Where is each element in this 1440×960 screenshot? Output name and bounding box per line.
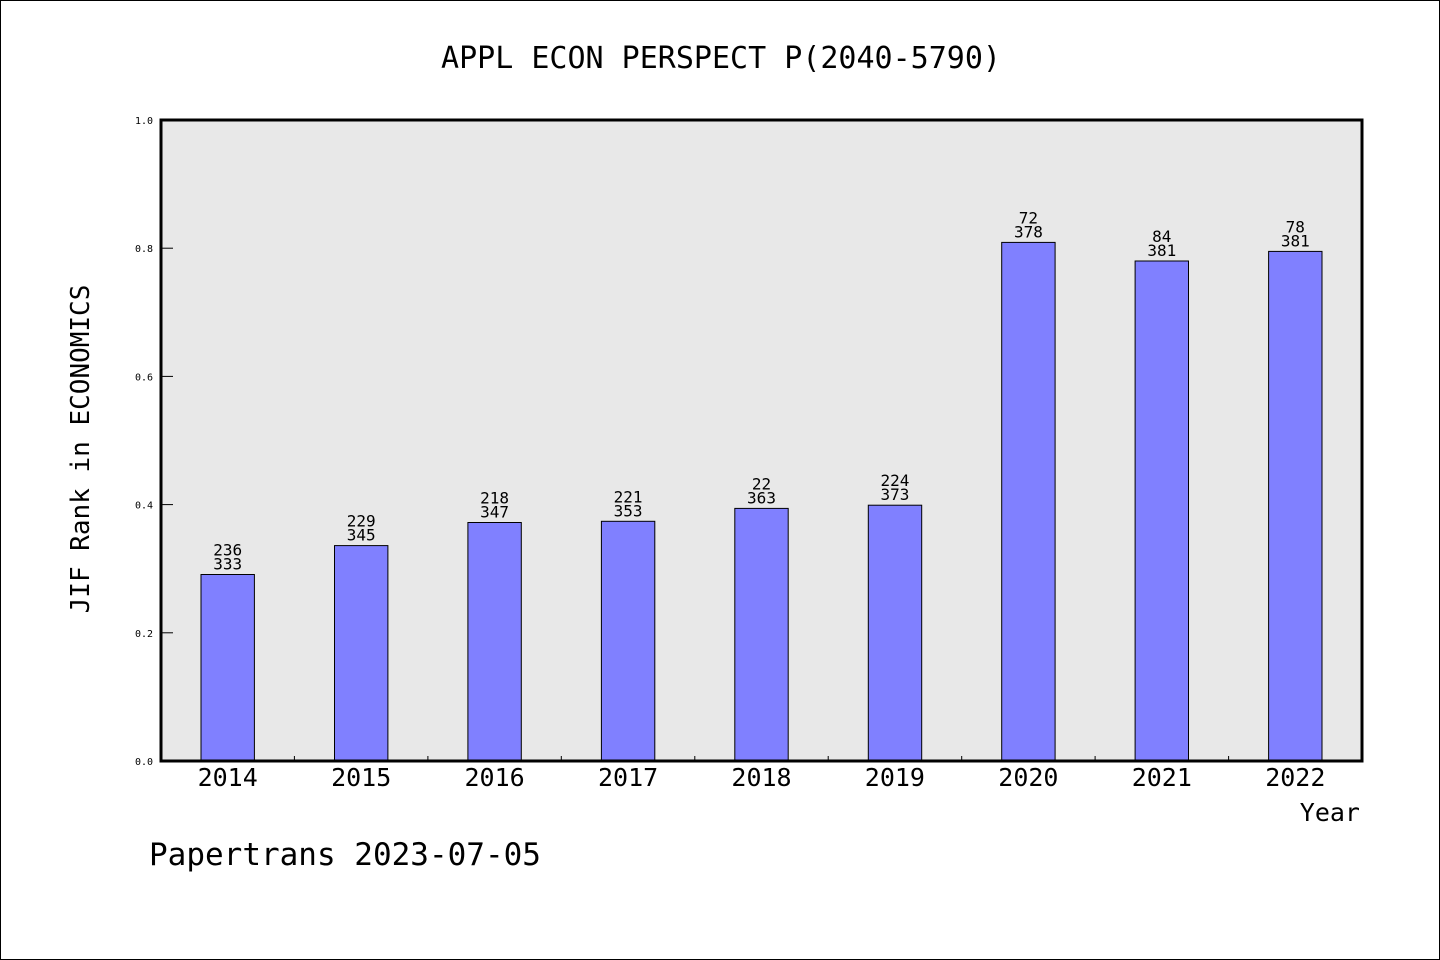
bar-label-total: 347 bbox=[480, 503, 509, 522]
bar-label-total: 333 bbox=[213, 555, 242, 574]
bar-label-rank: 236 bbox=[213, 541, 242, 560]
bar-2017 bbox=[600, 520, 656, 762]
bar-label-rank: 78 bbox=[1286, 217, 1305, 236]
plot-frame bbox=[159, 118, 1364, 763]
x-tick-label: 2016 bbox=[464, 763, 524, 792]
y-axis-label: JIF Rank in ECONOMICS bbox=[66, 285, 96, 614]
bar-label-rank: 72 bbox=[1019, 208, 1038, 227]
x-tick-label: 2019 bbox=[865, 763, 925, 792]
bar-label-total: 378 bbox=[1014, 222, 1043, 241]
bars-layer bbox=[200, 241, 1323, 762]
bar-2021 bbox=[1134, 260, 1189, 762]
bar-2020 bbox=[1001, 241, 1056, 762]
y-tick-label: 0.0 bbox=[135, 757, 153, 768]
bar-label-total: 381 bbox=[1281, 231, 1310, 250]
bar-label-total: 345 bbox=[347, 526, 376, 545]
y-tick-label: 0.2 bbox=[135, 629, 153, 640]
bar-label-rank: 218 bbox=[480, 489, 509, 508]
bar-label-total: 363 bbox=[747, 488, 776, 507]
bar-label-rank: 229 bbox=[347, 512, 376, 531]
bar-2019 bbox=[867, 504, 923, 762]
y-tick-label: 1.0 bbox=[135, 116, 153, 127]
x-axis-label: Year bbox=[1300, 798, 1360, 827]
bar-label-total: 373 bbox=[880, 485, 909, 504]
bar-label-total: 381 bbox=[1147, 241, 1176, 260]
bar-label-rank: 22 bbox=[752, 474, 771, 493]
x-tick-label: 2020 bbox=[998, 763, 1058, 792]
x-tick-label: 2014 bbox=[198, 763, 258, 792]
bar-2022 bbox=[1268, 250, 1323, 762]
x-tick-label: 2022 bbox=[1265, 763, 1325, 792]
x-tick-label: 2015 bbox=[331, 763, 391, 792]
bar-label-rank: 224 bbox=[880, 471, 909, 490]
bar-2018 bbox=[734, 507, 789, 762]
bar-label-rank: 84 bbox=[1152, 227, 1171, 246]
x-tick-label: 2018 bbox=[731, 763, 791, 792]
chart-title: APPL ECON PERSPECT P(2040-5790) bbox=[441, 41, 1001, 76]
bar-label-total: 353 bbox=[614, 501, 643, 520]
bar-label-rank: 221 bbox=[614, 487, 643, 506]
bar-2016 bbox=[467, 522, 522, 762]
y-tick-label: 0.8 bbox=[135, 244, 153, 255]
bar-2015 bbox=[334, 545, 389, 762]
bar-2014 bbox=[200, 574, 255, 762]
footer-text: Papertrans 2023-07-05 bbox=[149, 837, 541, 873]
x-tick-label: 2017 bbox=[598, 763, 658, 792]
x-tick-label: 2021 bbox=[1132, 763, 1192, 792]
y-tick-label: 0.6 bbox=[135, 372, 153, 383]
x-axis: 2014 2015 2016 2017 2018 2019 2020 2021 2022 bbox=[198, 756, 1325, 792]
y-tick-label: 0.4 bbox=[135, 501, 153, 512]
